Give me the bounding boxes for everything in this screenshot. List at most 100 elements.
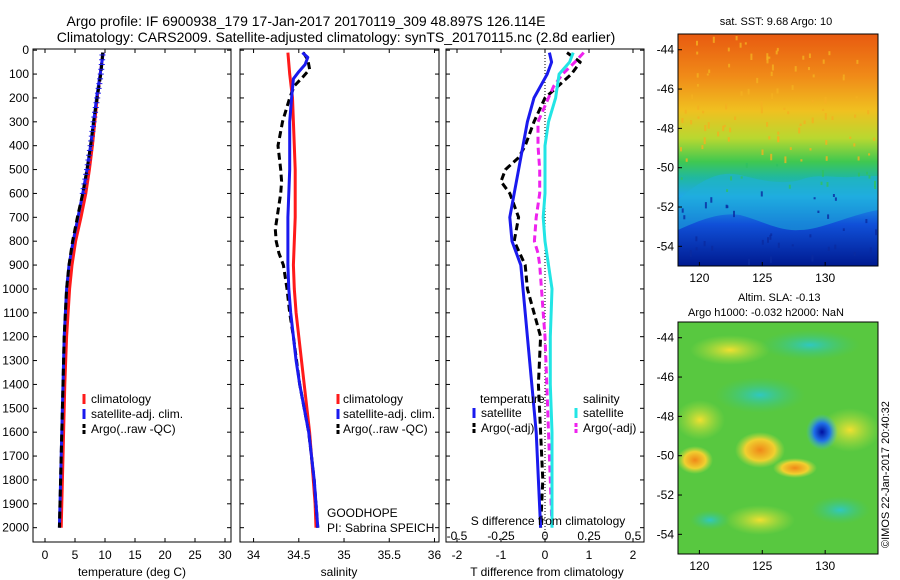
salinity-axis-tick-label: 34 [247, 548, 261, 562]
sla-feature [735, 432, 785, 468]
latitude-tick-label: -52 [657, 488, 675, 502]
depth-tick-label: 1300 [2, 354, 29, 368]
temperature-axis-label: temperature (deg C) [78, 565, 186, 579]
sst-pixel-speckle [734, 116, 737, 120]
sla-map-title-line2: Argo h1000: -0.032 h2000: NaN [688, 307, 844, 319]
sst-pixel-speckle [798, 127, 801, 134]
sst-pixel-speckle [695, 247, 698, 251]
sst-pixel-speckle [712, 36, 715, 43]
legend-salinity-heading: salinity [583, 392, 620, 406]
sst-pixel-speckle [822, 59, 825, 64]
title-line1: Argo profile: IF 6900938_179 17-Jan-2017… [67, 13, 546, 29]
legend-temperature-heading: temperature [480, 392, 545, 406]
sst-pixel-speckle [866, 171, 868, 175]
sst-pixel-speckle [777, 131, 780, 135]
sst-pixel-speckle [744, 42, 747, 45]
sst-pixel-speckle [827, 214, 830, 219]
sst-pixel-speckle [831, 116, 834, 120]
sla-feature [773, 458, 817, 478]
salinity-axis-tick-label: 35.5 [378, 548, 402, 562]
sst-pixel-speckle [703, 241, 706, 247]
sst-pixel-speckle [725, 103, 728, 110]
sst-pixel-speckle [776, 47, 779, 52]
legend-label-satellite: satellite-adj. clim. [91, 407, 183, 421]
sst-pixel-speckle [853, 143, 856, 147]
sst-pixel-speckle [725, 204, 728, 209]
sst-pixel-speckle [811, 117, 814, 124]
latitude-tick-label: -50 [657, 161, 675, 175]
series-line-satellite-salinity- [541, 52, 575, 528]
salinity-axis-label: salinity [321, 565, 358, 579]
sst-map-title: sat. SST: 9.68 Argo: 10 [720, 16, 833, 28]
sst-pixel-speckle [808, 53, 811, 58]
sst-pixel-speckle [771, 64, 774, 71]
depth-tick-label: 1100 [3, 306, 29, 320]
sst-pixel-speckle [770, 71, 773, 77]
depth-tick-label: 1600 [2, 425, 29, 439]
sst-map-axes: -44 -46 -48 -50 -52 -54 120 125 130 [657, 43, 836, 285]
sst-pixel-speckle [827, 246, 830, 251]
sst-pixel-speckle [685, 158, 688, 162]
sst-pixel-speckle [740, 91, 743, 96]
latitude-tick-label: -50 [657, 449, 675, 463]
temperature-plot: 0 5 10 15 20 25 30 [42, 49, 232, 562]
sst-pixel-speckle [696, 84, 699, 87]
sst-pixel-speckle [726, 189, 729, 192]
sst-pixel-speckle [717, 131, 720, 137]
t-difference-axis-tick-label: -1 [496, 548, 507, 562]
s-difference-tick-label: 0.5 [625, 529, 642, 543]
legend-label-argo: Argo(..raw -QC) [91, 422, 176, 436]
sst-pixel-speckle [733, 210, 735, 218]
sst-pixel-speckle [723, 124, 726, 128]
sst-pixel-speckle [708, 69, 711, 74]
depth-tick-label: 1500 [2, 401, 29, 415]
sst-pixel-speckle [794, 66, 797, 72]
sst-pixel-speckle [775, 50, 778, 55]
sst-pixel-speckle [768, 56, 771, 59]
sla-feature [690, 510, 730, 530]
sst-pixel-speckle [681, 118, 684, 123]
sst-pixel-speckle [828, 51, 831, 56]
sst-pixel-speckle [703, 137, 706, 145]
s-difference-tick-label: -0.5 [447, 529, 468, 543]
depth-tick-label: 100 [9, 67, 29, 81]
sst-pixel-speckle [730, 176, 733, 181]
sst-pixel-speckle [776, 88, 779, 94]
sla-feature [760, 330, 860, 360]
series-line-satellite [508, 52, 554, 528]
depth-axis: 0 100 200 300 400 500 600 700 800 900 1000 1100 1200… [2, 43, 644, 535]
t-difference-axis-label: T difference from climatology [470, 565, 624, 579]
sst-pixel-speckle [704, 125, 707, 132]
sst-pixel-speckle [702, 110, 705, 114]
sst-pixel-speckle [857, 156, 860, 161]
sst-pixel-speckle [821, 170, 824, 177]
legend-label-t-satellite: satellite [481, 406, 522, 420]
sla-map-border [677, 321, 879, 555]
sst-pixel-speckle [766, 53, 769, 61]
latitude-tick-label: -46 [657, 370, 675, 384]
depth-tick-label: 700 [9, 210, 29, 224]
depth-tick-label: 500 [9, 163, 29, 177]
sst-pixel-speckle [729, 127, 732, 133]
sst-map-border [677, 33, 879, 267]
sst-pixel-speckle [761, 149, 764, 155]
sst-pixel-speckle [856, 59, 859, 64]
sst-pixel-speckle [857, 172, 860, 177]
series-line-argo-raw-qc- [273, 51, 320, 528]
temperature-legend: climatology satellite-adj. clim. Argo(..… [82, 392, 183, 436]
sst-pixel-speckle [777, 242, 780, 249]
sst-pixel-speckle [791, 85, 794, 90]
sst-pixel-speckle [825, 140, 828, 145]
sst-pixel-speckle [748, 258, 750, 265]
legend-label-t-argo: Argo(-adj) [481, 421, 534, 435]
sst-pixel-speckle [842, 228, 845, 231]
sst-pixel-speckle [689, 250, 692, 257]
legend-label-s-satellite: satellite [583, 406, 624, 420]
sst-pixel-speckle [799, 123, 802, 126]
sst-pixel-speckle [855, 96, 858, 99]
temperature-axis-tick-label: 15 [128, 548, 142, 562]
sst-pixel-speckle [809, 234, 812, 238]
latitude-tick-label: -46 [657, 82, 675, 96]
sla-feature [810, 496, 870, 524]
sst-pixel-speckle [691, 94, 694, 99]
